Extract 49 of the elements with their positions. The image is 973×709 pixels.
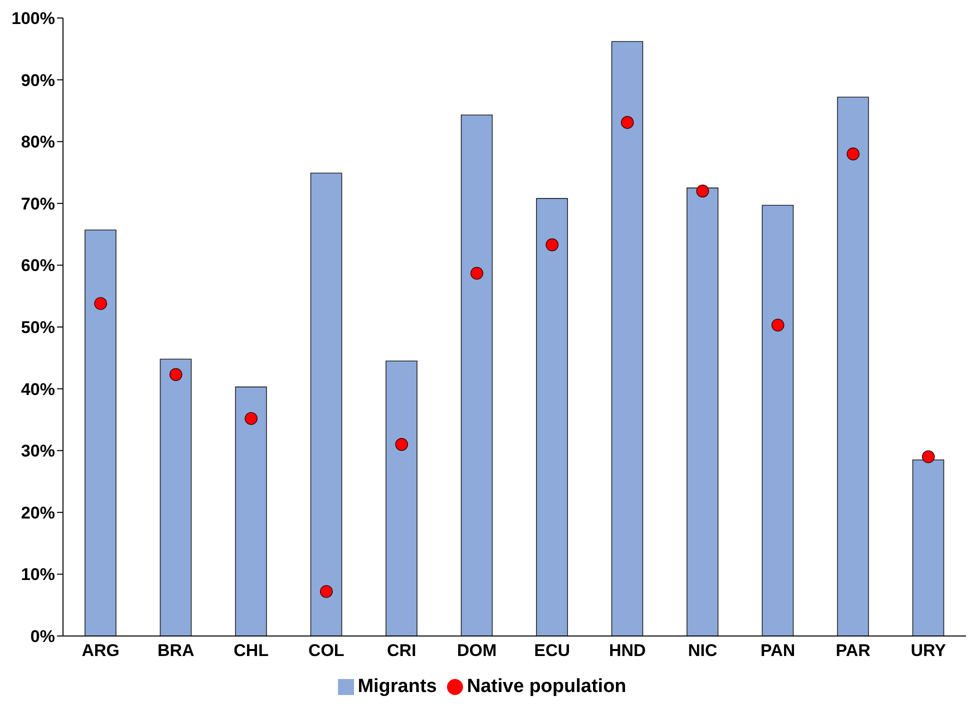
bar (837, 96, 869, 636)
x-tick-label: BRA (157, 641, 194, 660)
bar (386, 360, 418, 636)
point (94, 297, 108, 310)
legend-label: Native population (466, 676, 626, 697)
bar (235, 386, 267, 636)
bar (912, 459, 944, 636)
point (620, 116, 634, 129)
bar (460, 114, 493, 636)
legend-label: Migrants (358, 676, 437, 697)
point (395, 438, 408, 451)
bar (536, 198, 568, 636)
x-tick-label: ARG (82, 641, 120, 660)
point (546, 238, 559, 252)
x-tick-label: COL (308, 641, 344, 660)
y-tick-label: 70% (20, 194, 55, 214)
y-tick-label: 10% (20, 565, 55, 584)
x-tick-label: CHL (234, 641, 269, 660)
y-tick-label: 0% (30, 627, 55, 646)
bar (611, 41, 644, 636)
x-tick-label: NIC (688, 641, 718, 660)
bar (310, 172, 342, 636)
bar (762, 204, 794, 636)
point (320, 585, 333, 598)
bar (84, 230, 116, 636)
point (169, 368, 182, 381)
y-tick-label: 30% (20, 442, 55, 461)
y-tick-label: 80% (20, 132, 55, 152)
y-tick-label: 40% (20, 380, 55, 399)
x-tick-label: ECU (534, 641, 570, 660)
y-tick-label: 100% (12, 9, 55, 28)
x-tick-label: URY (910, 641, 947, 660)
point (244, 412, 258, 425)
x-tick-label: PAN (760, 641, 796, 660)
x-tick-label: PAR (836, 641, 870, 660)
bar (686, 188, 718, 636)
x-tick-label: HND (608, 641, 646, 660)
point (846, 148, 860, 160)
x-tick-label: DOM (457, 641, 497, 660)
point (922, 450, 935, 464)
y-tick-label: 60% (20, 256, 55, 276)
point (696, 184, 710, 198)
y-tick-label: 50% (20, 318, 55, 338)
point (771, 318, 784, 332)
y-tick-label: 20% (20, 503, 55, 522)
point (470, 266, 484, 280)
y-tick-label: 90% (20, 70, 55, 90)
bar (160, 358, 192, 636)
x-tick-label: CRI (386, 641, 416, 660)
